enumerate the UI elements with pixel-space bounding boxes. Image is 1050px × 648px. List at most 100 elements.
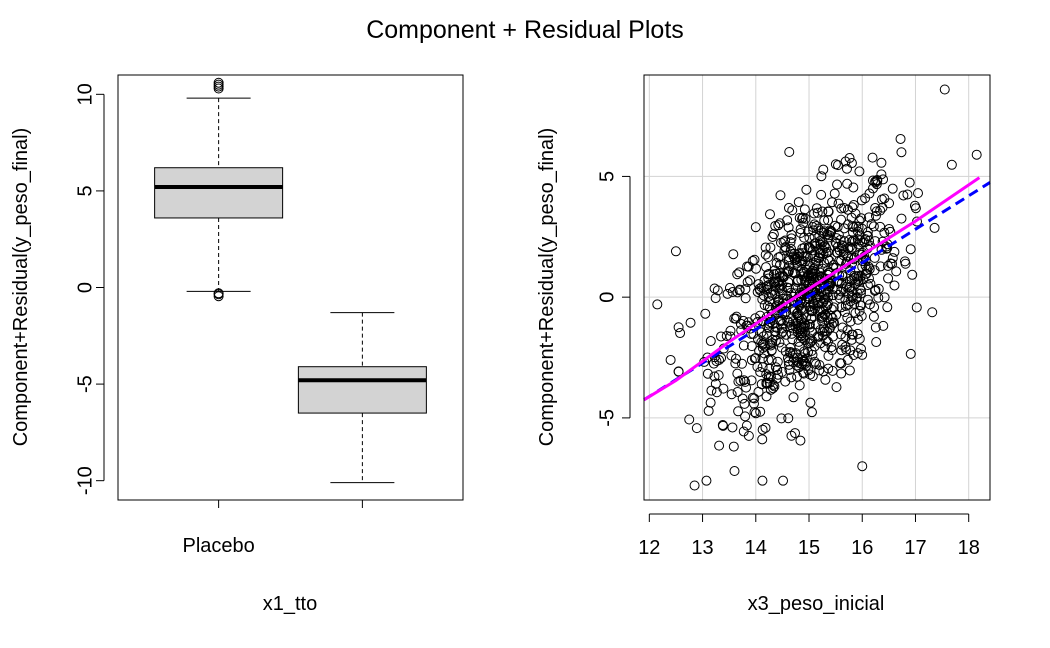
data-point xyxy=(770,335,781,346)
data-point xyxy=(852,234,863,245)
data-point xyxy=(757,339,768,350)
data-point xyxy=(782,353,793,364)
data-point xyxy=(783,413,794,424)
y-tick-label: -5 xyxy=(74,375,96,393)
data-point xyxy=(852,328,863,339)
data-point xyxy=(702,352,713,363)
data-point xyxy=(831,233,842,244)
data-point xyxy=(798,368,809,379)
data-point xyxy=(863,273,874,284)
data-point xyxy=(862,280,873,291)
data-point xyxy=(793,336,804,347)
data-point xyxy=(902,189,913,200)
data-point xyxy=(827,197,838,208)
data-point xyxy=(869,265,880,276)
data-point xyxy=(863,261,874,272)
data-point xyxy=(773,220,784,231)
data-point xyxy=(652,299,663,310)
data-point xyxy=(913,188,924,199)
data-point xyxy=(755,366,766,377)
data-point xyxy=(807,296,818,307)
data-point xyxy=(876,169,887,180)
data-point xyxy=(793,357,804,368)
data-point xyxy=(847,329,858,340)
data-point xyxy=(833,160,844,171)
data-point xyxy=(817,263,828,274)
data-point xyxy=(736,358,747,369)
data-point xyxy=(845,316,856,327)
data-point xyxy=(907,269,918,280)
data-point xyxy=(787,205,798,216)
data-point xyxy=(772,364,783,375)
data-point xyxy=(795,435,806,446)
data-point xyxy=(774,218,785,229)
data-point xyxy=(799,204,810,215)
data-point xyxy=(839,307,850,318)
y-tick-label: 10 xyxy=(74,83,96,105)
data-point xyxy=(790,283,801,294)
data-point xyxy=(735,375,746,386)
data-point xyxy=(842,219,853,230)
data-point xyxy=(803,226,814,237)
data-point xyxy=(755,406,766,417)
data-point xyxy=(883,273,894,284)
data-point xyxy=(665,354,676,365)
data-point xyxy=(846,158,857,169)
data-point xyxy=(818,294,829,305)
data-point xyxy=(848,182,859,193)
y-axis-label: Component+Residual(y_peso_final) xyxy=(10,128,32,447)
data-point xyxy=(758,331,769,342)
data-point xyxy=(881,241,892,252)
data-point xyxy=(836,368,847,379)
data-point xyxy=(841,344,852,355)
data-point xyxy=(670,246,681,257)
data-point xyxy=(718,383,729,394)
y-tick-label: 5 xyxy=(596,171,618,182)
data-point xyxy=(791,253,802,264)
data-point xyxy=(750,222,761,233)
data-point xyxy=(795,331,806,342)
data-point xyxy=(816,171,827,182)
data-point xyxy=(809,219,820,230)
data-point xyxy=(863,212,874,223)
data-point xyxy=(831,382,842,393)
data-point xyxy=(689,480,700,491)
data-point xyxy=(709,283,720,294)
data-point xyxy=(805,243,816,254)
data-point xyxy=(716,331,727,342)
data-point xyxy=(816,312,827,323)
data-point xyxy=(802,271,813,282)
data-point xyxy=(867,152,878,163)
data-point xyxy=(758,338,769,349)
data-point xyxy=(772,356,783,367)
data-point xyxy=(808,225,819,236)
data-point xyxy=(748,398,759,409)
data-point xyxy=(782,266,793,277)
data-point xyxy=(864,188,875,199)
data-point xyxy=(775,259,786,270)
data-point xyxy=(761,262,772,273)
data-point xyxy=(768,379,779,390)
data-point xyxy=(741,382,752,393)
data-point xyxy=(856,195,867,206)
data-point xyxy=(889,280,900,291)
data-point xyxy=(846,334,857,345)
data-point xyxy=(745,275,756,286)
data-point xyxy=(726,389,737,400)
data-point xyxy=(773,252,784,263)
data-point xyxy=(809,263,820,274)
data-point xyxy=(784,146,795,157)
data-point xyxy=(818,323,829,334)
data-point xyxy=(887,183,898,194)
data-point xyxy=(783,222,794,233)
data-point xyxy=(855,288,866,299)
data-point xyxy=(740,376,751,387)
data-point xyxy=(811,203,822,214)
data-point xyxy=(746,375,757,386)
data-point xyxy=(772,322,783,333)
data-point xyxy=(793,197,804,208)
data-point xyxy=(904,177,915,188)
data-point xyxy=(927,307,938,318)
data-point xyxy=(837,322,848,333)
data-point xyxy=(896,213,907,224)
